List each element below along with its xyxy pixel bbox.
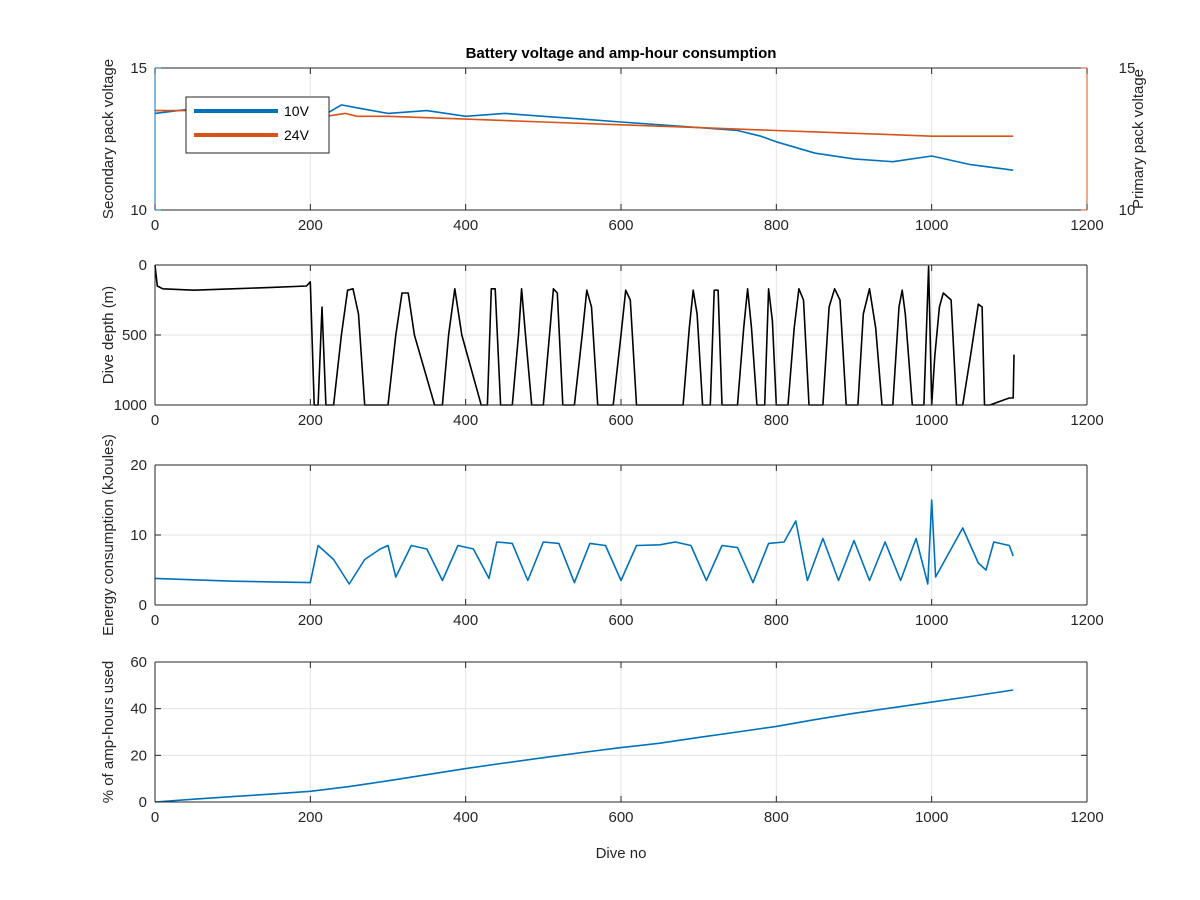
- x-tick-label: 800: [764, 412, 789, 429]
- x-tick-label: 1000: [915, 809, 948, 826]
- subplot-4: 0 200 400 600 800 1000 1200 0 20 40 60 % of amp-hou…: [100, 654, 1104, 862]
- y-tick-label: 0: [139, 794, 147, 811]
- legend-box: [185, 96, 330, 154]
- x-tick-label: 1000: [915, 412, 948, 429]
- x-tick-label: 1200: [1070, 612, 1103, 629]
- series-line-1: [154, 499, 1014, 585]
- y-tick-label: 20: [130, 457, 147, 474]
- y-axis-label: Secondary pack voltage: [100, 59, 117, 219]
- x-tick-label: 600: [608, 809, 633, 826]
- x-tick-label: 1200: [1070, 412, 1103, 429]
- y-axis-label: % of amp-hours used: [100, 661, 117, 804]
- x-tick-label: 400: [453, 217, 478, 234]
- x-tick-label: 1200: [1070, 217, 1103, 234]
- x-tick-label: 400: [453, 809, 478, 826]
- x-tick-label: 200: [298, 412, 323, 429]
- y2-tick-label: 10: [1119, 202, 1136, 219]
- y2-tick-label: 15: [1119, 60, 1136, 77]
- x-tick-label: 600: [608, 612, 633, 629]
- x-tick-label: 600: [608, 217, 633, 234]
- x-axis-label: Dive no: [596, 845, 647, 862]
- x-tick-label: 1200: [1070, 809, 1103, 826]
- subplot-2: 0 200 400 600 800 1000 1200 0 500 1000 Dive depth …: [100, 257, 1104, 429]
- legend-label-24v: 24V: [284, 127, 310, 143]
- x-tick-label: 200: [298, 217, 323, 234]
- y-tick-label: 15: [130, 60, 147, 77]
- x-tick-label: 1000: [915, 217, 948, 234]
- y-axis-label: Dive depth (m): [100, 286, 117, 384]
- x-tick-label: 600: [608, 412, 633, 429]
- y-tick-label: 10: [130, 202, 147, 219]
- y-axis-label: Energy consumption (kJoules): [100, 434, 117, 636]
- y-tick-label: 500: [122, 327, 147, 344]
- y-tick-label: 1000: [114, 397, 147, 414]
- x-tick-label: 1000: [915, 612, 948, 629]
- y-tick-label: 0: [139, 597, 147, 614]
- y-tick-label: 40: [130, 701, 147, 718]
- series-line-1: [154, 689, 1014, 803]
- subplot-3: 0 200 400 600 800 1000 1200 0 10 20 Energy consump…: [100, 434, 1104, 636]
- y-tick-label: 60: [130, 654, 147, 671]
- x-tick-label: 200: [298, 809, 323, 826]
- y2-axis-label: Primary pack voltage: [1130, 69, 1147, 209]
- x-tick-label: 400: [453, 612, 478, 629]
- legend-label-10v: 10V: [284, 103, 310, 119]
- x-tick-label: 800: [764, 612, 789, 629]
- chart-title: Battery voltage and amp-hour consumption: [466, 45, 777, 62]
- x-tick-label: 0: [151, 412, 159, 429]
- x-tick-label: 0: [151, 612, 159, 629]
- y-tick-label: 20: [130, 747, 147, 764]
- subplot-1: 0 200 400 600 800 1000 1200 10 15 10 15 Secondary p…: [100, 45, 1147, 234]
- y-tick-label: 10: [130, 527, 147, 544]
- x-tick-label: 800: [764, 217, 789, 234]
- y-tick-label: 0: [139, 257, 147, 274]
- legend: 10V 24V: [185, 96, 330, 154]
- x-tick-label: 0: [151, 217, 159, 234]
- x-tick-label: 0: [151, 809, 159, 826]
- x-tick-label: 800: [764, 809, 789, 826]
- x-tick-label: 400: [453, 412, 478, 429]
- x-tick-label: 200: [298, 612, 323, 629]
